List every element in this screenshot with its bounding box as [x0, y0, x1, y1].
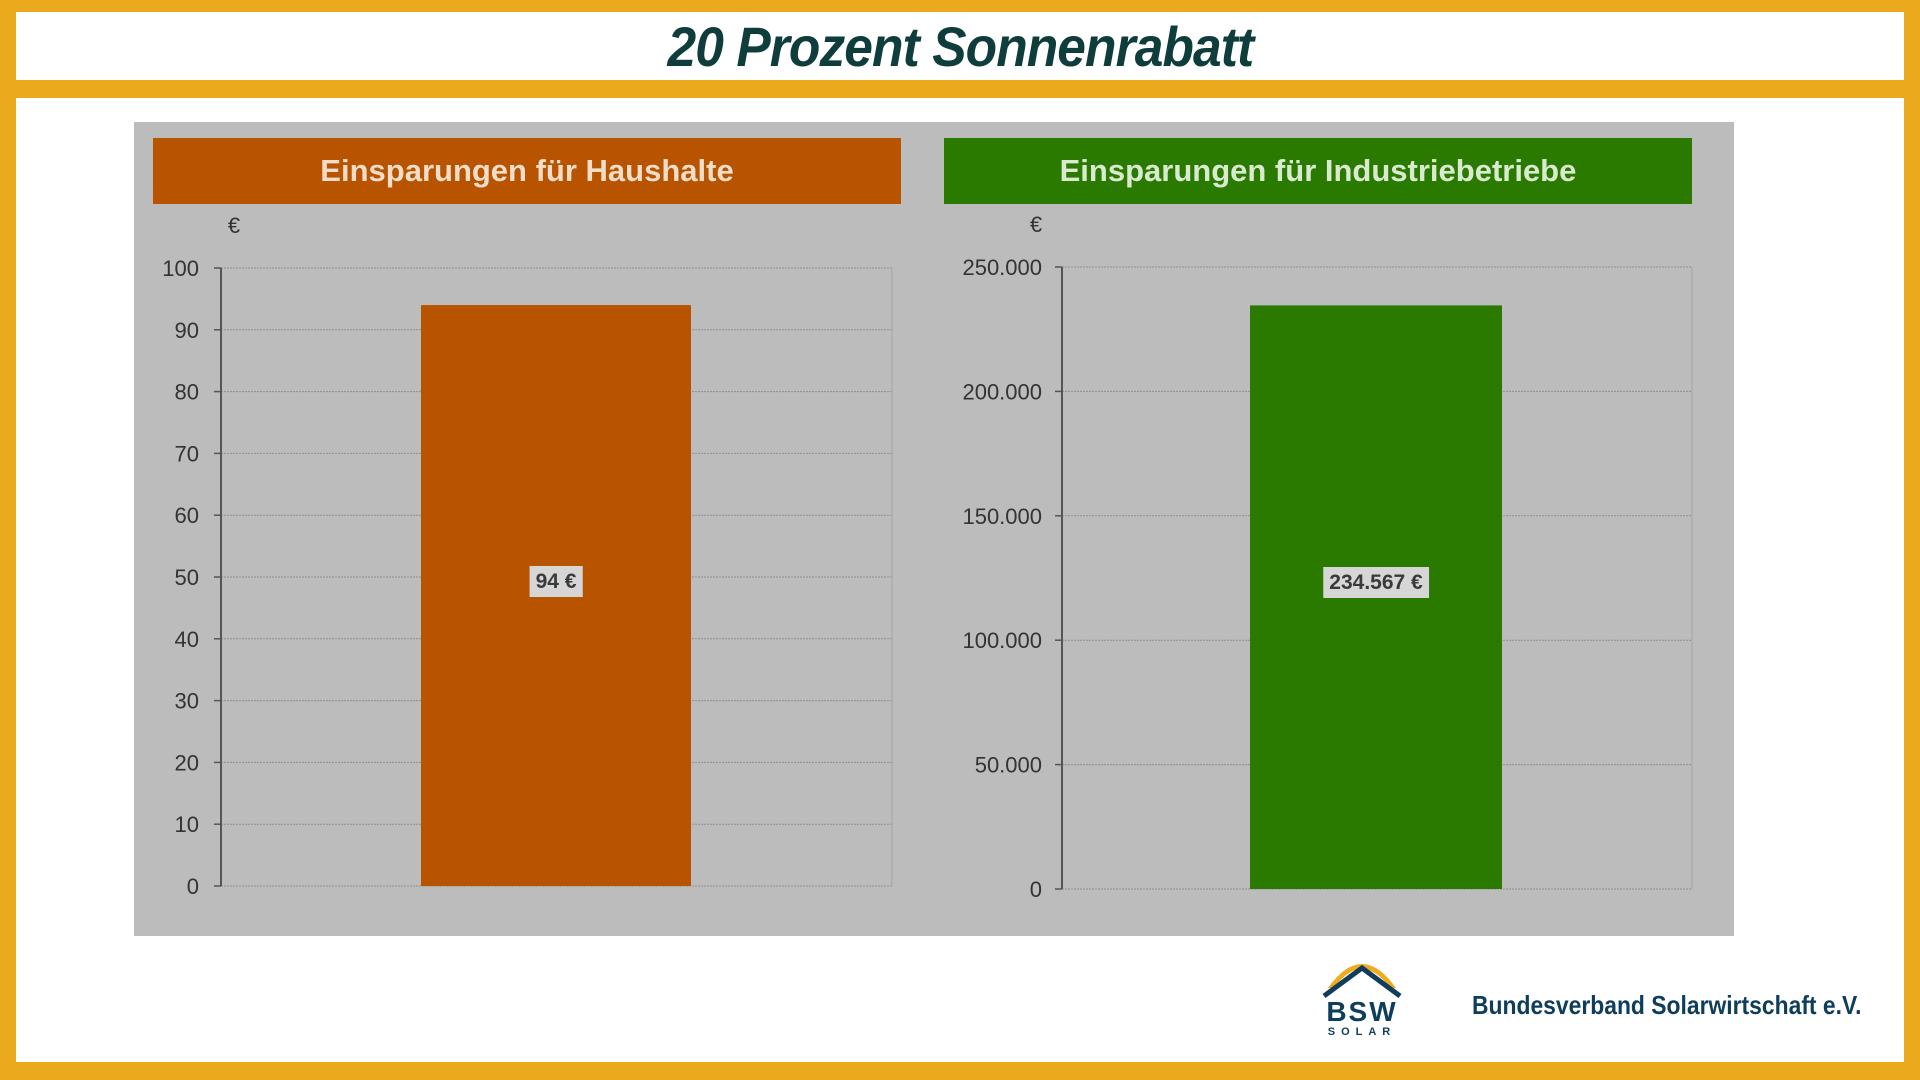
y-tick-label-households: 90	[175, 318, 199, 343]
y-unit-label-households: €	[228, 213, 240, 238]
logo-text-solar: SOLAR	[1327, 1026, 1397, 1038]
data-label-bg-households	[529, 566, 583, 597]
title-bar: 20 Prozent Sonnenrabatt	[16, 12, 1904, 80]
y-tick-label-industry: 100.000	[962, 628, 1042, 653]
y-tick-label-industry: 50.000	[975, 753, 1042, 778]
y-tick-label-households: 40	[175, 627, 199, 652]
content-area: 0 10 20 30 40 50 60 70 80 90 100 €94 € 0 50.000 100.00…	[16, 98, 1904, 1062]
y-unit-label-industry: €	[1030, 212, 1042, 237]
y-tick-label-households: 70	[175, 441, 199, 466]
chart-panel: 0 10 20 30 40 50 60 70 80 90 100 €94 € 0 50.000 100.00…	[134, 122, 1734, 936]
sun-arc-roof-icon	[1322, 964, 1402, 998]
y-tick-label-households: 10	[175, 812, 199, 837]
y-tick-label-industry: 150.000	[962, 504, 1042, 529]
y-tick-label-households: 100	[162, 256, 199, 281]
y-tick-label-households: 20	[175, 750, 199, 775]
chart-title-households: Einsparungen für Haushalte	[153, 138, 901, 204]
y-tick-label-households: 0	[187, 874, 199, 899]
data-label-bg-industry	[1323, 567, 1430, 598]
chart-title-industry: Einsparungen für Industriebetriebe	[944, 138, 1692, 204]
page-title: 20 Prozent Sonnenrabatt	[667, 14, 1254, 78]
logo-text-bsw: BSW	[1326, 996, 1398, 1027]
y-tick-label-households: 80	[175, 380, 199, 405]
y-tick-label-households: 30	[175, 689, 199, 714]
y-tick-label-industry: 250.000	[962, 255, 1042, 280]
data-label-industry: 234.567 €	[1329, 571, 1423, 594]
organization-name: Bundesverband Solarwirtschaft e.V.	[1472, 990, 1862, 1020]
y-tick-label-industry: 200.000	[962, 379, 1042, 404]
bsw-logo: BSW SOLAR	[1320, 946, 1410, 1042]
y-tick-label-households: 60	[175, 503, 199, 528]
charts-svg: 0 10 20 30 40 50 60 70 80 90 100 €94 € 0 50.000 100.00…	[162, 212, 1693, 902]
data-label-households: 94 €	[536, 570, 577, 593]
y-tick-label-industry: 0	[1030, 877, 1042, 902]
y-tick-label-households: 50	[175, 565, 199, 590]
